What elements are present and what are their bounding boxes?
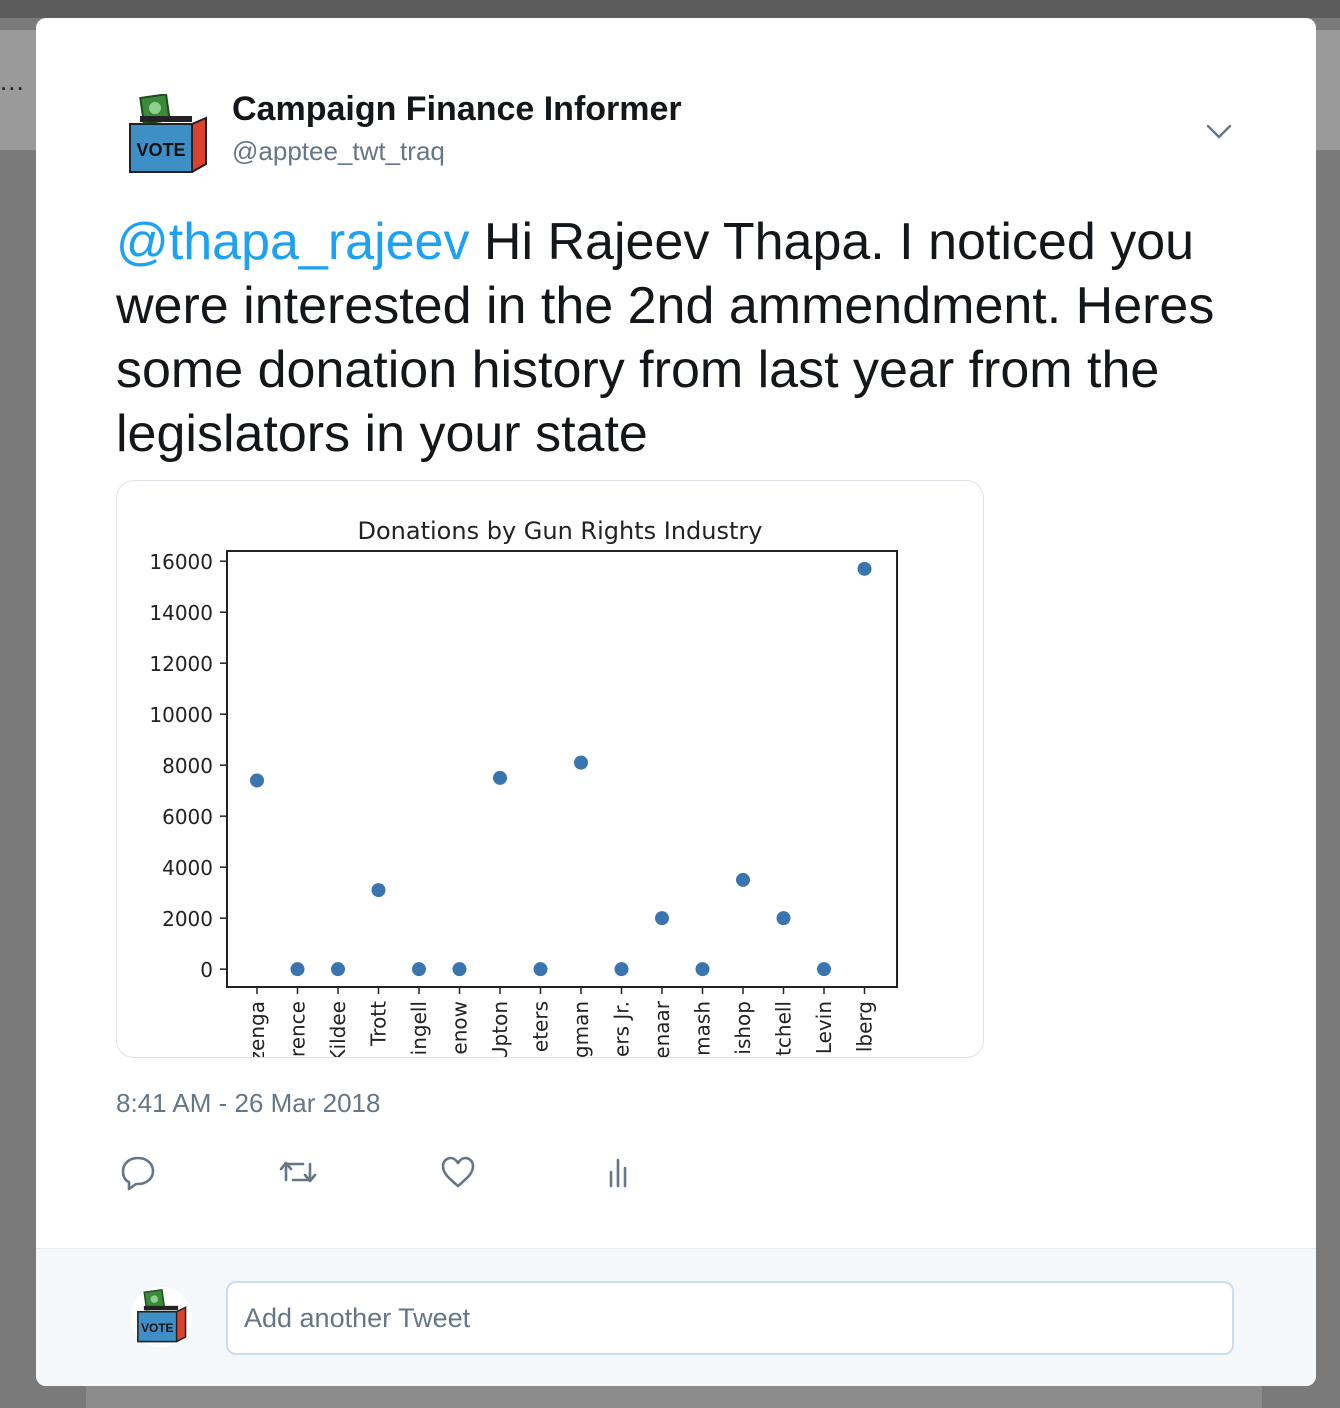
data-point — [614, 962, 629, 977]
x-tick-label: tchell — [772, 1001, 796, 1056]
tweet-text: @thapa_rajeev Hi Rajeev Thapa. I noticed… — [116, 210, 1256, 466]
y-tick-label: 10000 — [149, 703, 213, 727]
data-point — [250, 773, 264, 788]
x-tick-label: mash — [691, 1001, 715, 1056]
data-point — [533, 962, 548, 977]
add-tweet-input[interactable]: Add another Tweet — [226, 1281, 1234, 1355]
data-point — [695, 962, 710, 977]
y-tick-label: 16000 — [149, 550, 213, 574]
x-tick-label: enow — [448, 1001, 472, 1055]
like-icon[interactable] — [438, 1152, 478, 1192]
background-truncated-text: ... — [0, 66, 25, 96]
reply-bar: VOTE Add another Tweet — [36, 1248, 1316, 1386]
x-tick-label: enaar — [650, 1000, 674, 1057]
data-point — [655, 911, 669, 926]
data-point — [290, 962, 305, 977]
scatter-chart: Donations by Gun Rights Industry 0 2000 40… — [149, 517, 898, 1057]
data-point — [452, 962, 467, 977]
avatar-vote-text: VOTE — [136, 140, 185, 160]
reply-icon[interactable] — [118, 1152, 158, 1192]
y-tick-label: 2000 — [162, 907, 213, 931]
data-point — [331, 962, 345, 977]
tweet-body: Hi Rajeev Thapa. I noticed you were inte… — [116, 213, 1215, 463]
mention-link[interactable]: @thapa_rajeev — [116, 213, 470, 271]
x-tick-label: Upton — [488, 1001, 512, 1057]
tweet-modal: VOTE Campaign Finance Informer @apptee_t… — [36, 18, 1316, 1386]
data-point — [817, 962, 831, 977]
y-tick-label: 4000 — [162, 856, 213, 880]
x-tick-label: Levin — [812, 1001, 836, 1054]
chart-title: Donations by Gun Rights Industry — [358, 517, 763, 545]
author-handle[interactable]: @apptee_twt_traq — [232, 136, 445, 166]
ballot-box-icon: VOTE — [130, 1286, 192, 1348]
x-axis: zenga rence Kildee Trott ingell enow Upton eter… — [245, 987, 877, 1057]
data-point — [776, 911, 791, 926]
data-point — [412, 962, 426, 977]
more-options-chevron-icon[interactable] — [1204, 116, 1234, 146]
data-point — [857, 561, 872, 576]
data-points — [250, 561, 872, 977]
x-tick-label: eters — [529, 1001, 553, 1052]
data-point — [736, 872, 750, 887]
ballot-box-icon: VOTE — [129, 94, 207, 173]
x-tick-label: gman — [569, 1001, 593, 1057]
chart-image-card[interactable]: Donations by Gun Rights Industry 0 2000 40… — [116, 480, 984, 1058]
background-footer — [86, 1386, 1262, 1408]
data-point — [371, 883, 386, 898]
x-tick-label: zenga — [245, 1001, 269, 1057]
x-tick-label: lberg — [853, 1001, 877, 1052]
x-tick-label: Trott — [367, 1001, 391, 1047]
background-header-strip — [0, 0, 1340, 18]
x-tick-label: ers Jr. — [610, 1001, 634, 1057]
author-avatar[interactable]: VOTE — [128, 94, 210, 180]
data-point — [493, 770, 507, 785]
retweet-icon[interactable] — [278, 1152, 318, 1192]
reply-avatar-vote-text: VOTE — [141, 1321, 173, 1335]
y-tick-label: 12000 — [149, 652, 213, 676]
y-tick-label: 6000 — [162, 805, 213, 829]
x-tick-label: ingell — [407, 1001, 431, 1055]
y-tick-label: 14000 — [149, 601, 213, 625]
tweet-timestamp[interactable]: 8:41 AM - 26 Mar 2018 — [116, 1088, 381, 1118]
x-tick-label: rence — [286, 1001, 310, 1057]
y-axis: 0 2000 4000 6000 8000 10000 12000 14000 16000 — [149, 550, 227, 982]
analytics-icon[interactable] — [598, 1152, 638, 1192]
y-tick-label: 8000 — [162, 754, 213, 778]
plot-frame — [226, 550, 898, 988]
data-point — [574, 755, 588, 770]
x-tick-label: ishop — [731, 1001, 755, 1055]
x-tick-label: Kildee — [326, 1001, 350, 1057]
author-name[interactable]: Campaign Finance Informer — [232, 90, 682, 128]
y-tick-label: 0 — [200, 958, 213, 982]
reply-avatar: VOTE — [130, 1285, 192, 1349]
